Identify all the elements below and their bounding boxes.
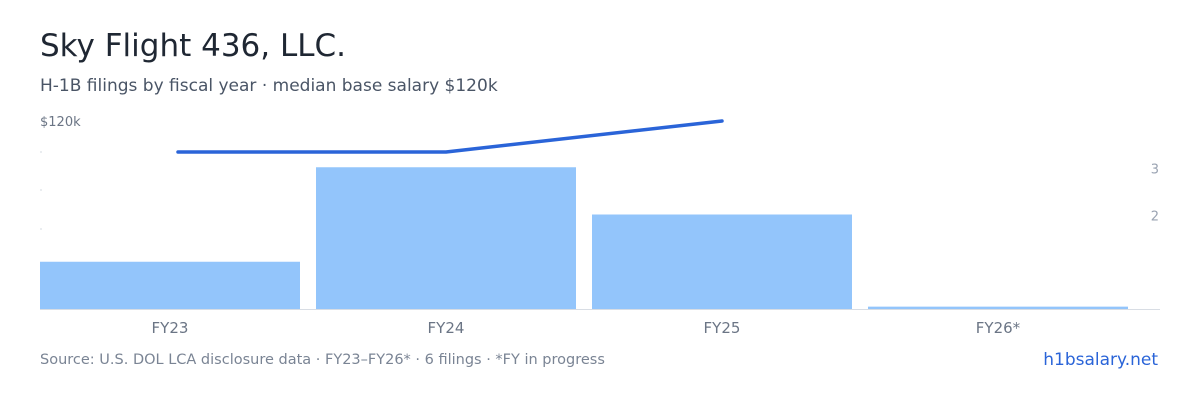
bar-fy23 bbox=[40, 261, 300, 309]
right-axis-tick: 2 bbox=[1151, 210, 1159, 225]
bar-fy24 bbox=[316, 167, 576, 309]
left-axis-tick: $120k bbox=[40, 115, 81, 130]
bar-fy25 bbox=[592, 214, 852, 309]
chart-title: Sky Flight 436, LLC. bbox=[40, 28, 347, 64]
bar-fy26 bbox=[868, 306, 1128, 309]
left-axis-minor-tick bbox=[40, 151, 42, 153]
x-tick-label: FY25 bbox=[704, 319, 741, 337]
right-axis-tick: 3 bbox=[1151, 162, 1159, 177]
left-axis-minor-tick bbox=[40, 228, 42, 230]
source-note: Source: U.S. DOL LCA disclosure data · F… bbox=[40, 352, 605, 368]
x-tick-label: FY26* bbox=[976, 319, 1021, 337]
brand-link[interactable]: h1bsalary.net bbox=[1043, 350, 1158, 370]
x-tick-label: FY24 bbox=[428, 319, 465, 337]
median-salary-line bbox=[176, 119, 724, 154]
left-axis-minor-tick bbox=[40, 189, 42, 191]
chart-subtitle: H-1B filings by fiscal year · median bas… bbox=[40, 76, 498, 96]
x-tick-label: FY23 bbox=[152, 319, 189, 337]
